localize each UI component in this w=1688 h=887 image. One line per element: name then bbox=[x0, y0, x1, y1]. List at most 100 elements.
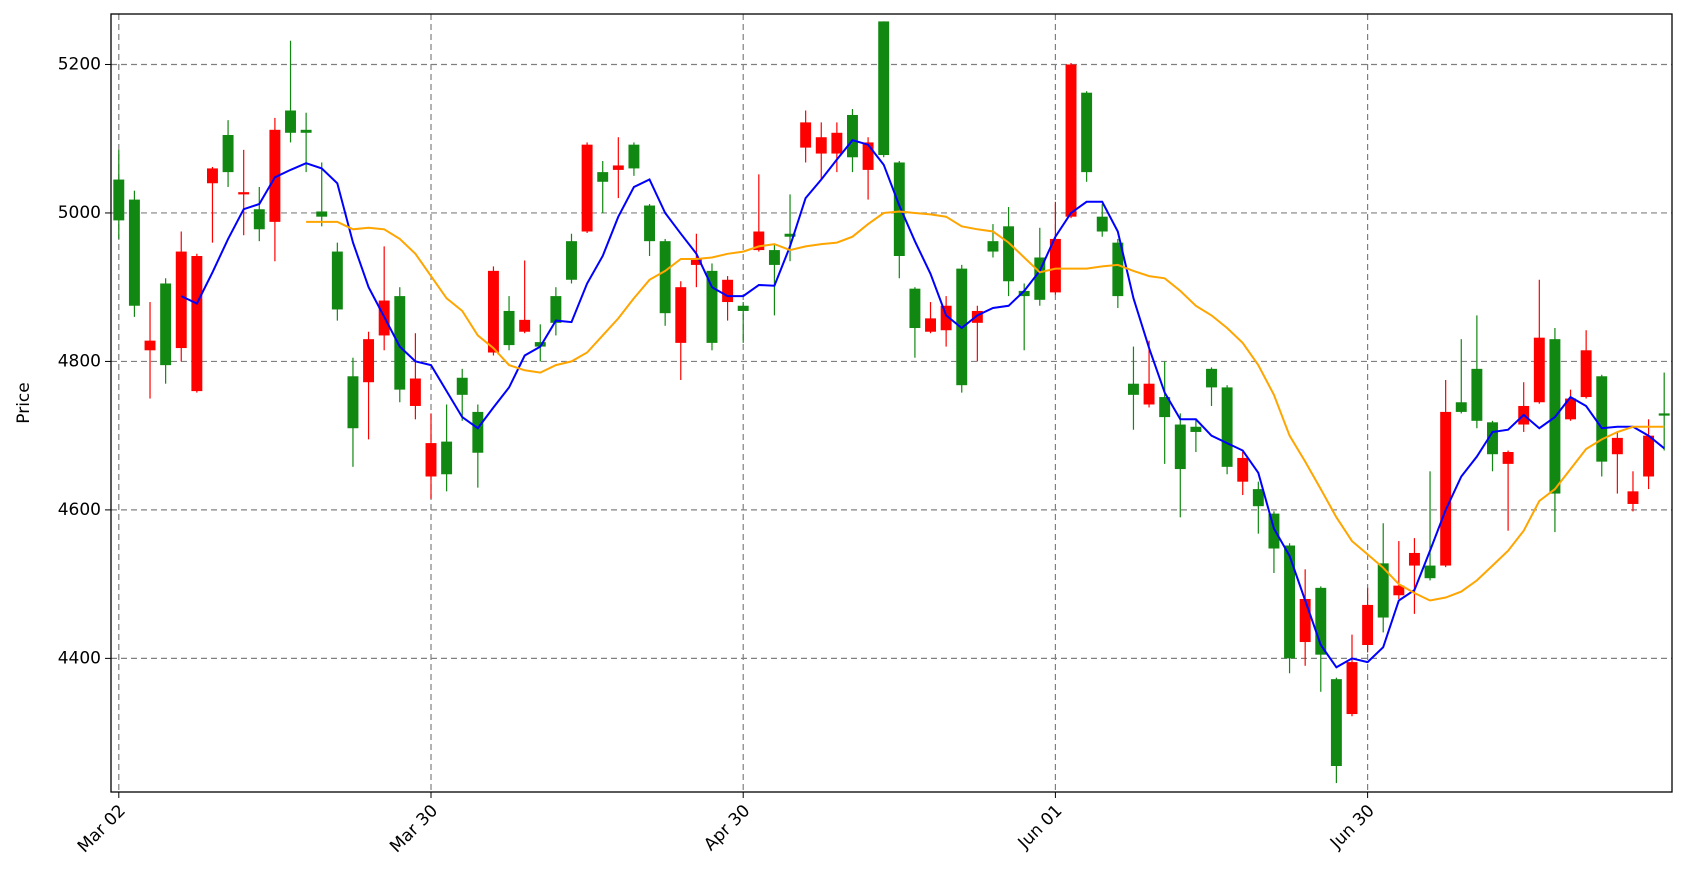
candle-body bbox=[1018, 290, 1030, 297]
candle-body bbox=[409, 378, 421, 406]
candle-body bbox=[347, 376, 359, 429]
y-tick-label: 5200 bbox=[58, 54, 101, 74]
candle-body bbox=[1127, 383, 1139, 395]
candle-body bbox=[628, 144, 640, 169]
moving-average-line bbox=[180, 139, 1665, 669]
candle-body bbox=[285, 110, 296, 133]
candle-body bbox=[1159, 397, 1171, 418]
candle-body bbox=[113, 179, 125, 221]
candle-body bbox=[1096, 216, 1108, 232]
candle-body bbox=[831, 132, 843, 154]
candle-body bbox=[253, 209, 265, 230]
candle-body bbox=[1408, 552, 1420, 566]
candle-body bbox=[800, 122, 812, 148]
candle-body bbox=[1190, 426, 1202, 432]
candle-body bbox=[331, 251, 343, 310]
candle-body bbox=[1487, 422, 1498, 455]
candle-body bbox=[1034, 257, 1046, 300]
candle-body bbox=[207, 168, 218, 184]
candle-body bbox=[1143, 383, 1155, 405]
candle-body bbox=[1330, 679, 1342, 767]
candle-body bbox=[238, 192, 250, 195]
candle-body bbox=[690, 258, 702, 265]
candle-body bbox=[1565, 398, 1576, 420]
candle-body bbox=[644, 205, 656, 242]
candle-body bbox=[940, 305, 952, 331]
candle-body bbox=[581, 144, 593, 232]
candle-body bbox=[862, 142, 874, 170]
candle-body bbox=[144, 340, 156, 351]
candle-body bbox=[534, 342, 546, 347]
candle-body bbox=[441, 441, 453, 475]
candle-body bbox=[612, 165, 624, 170]
candle-body bbox=[1206, 368, 1217, 388]
candle-body bbox=[1580, 350, 1592, 398]
candle-body bbox=[1346, 662, 1358, 715]
candle-body bbox=[1049, 238, 1061, 293]
candle-body bbox=[566, 241, 577, 280]
candle-body bbox=[160, 283, 172, 366]
candle-body bbox=[316, 211, 328, 217]
candle-body bbox=[1174, 424, 1186, 470]
candle-body bbox=[1596, 376, 1608, 462]
candle-body bbox=[1424, 565, 1436, 579]
candle-body bbox=[971, 310, 983, 323]
candle-body bbox=[300, 129, 312, 133]
candle-body bbox=[1252, 489, 1264, 507]
candle-body bbox=[1393, 585, 1405, 596]
candle-body bbox=[987, 241, 999, 252]
candle-body bbox=[1284, 545, 1296, 659]
candle-body bbox=[925, 318, 936, 332]
candle-body bbox=[847, 114, 858, 158]
candle-body bbox=[1237, 457, 1249, 482]
y-tick-label: 4600 bbox=[58, 500, 101, 520]
candle-body bbox=[503, 310, 515, 346]
candle-body bbox=[706, 270, 718, 343]
candle-body bbox=[768, 250, 780, 265]
candle-body bbox=[675, 287, 687, 343]
y-tick-label: 5000 bbox=[58, 203, 101, 223]
candle-body bbox=[815, 137, 827, 154]
candle-body bbox=[722, 279, 734, 303]
candle-body bbox=[1315, 587, 1327, 655]
candle-body bbox=[1081, 92, 1093, 173]
candle-body bbox=[1362, 604, 1374, 646]
candle-body bbox=[1440, 411, 1452, 566]
candle-body bbox=[753, 231, 765, 251]
y-tick-label: 4800 bbox=[58, 351, 101, 371]
candle-body bbox=[425, 443, 437, 477]
candle-body bbox=[519, 319, 531, 332]
candle-body bbox=[1611, 437, 1623, 455]
candle-body bbox=[1299, 598, 1311, 643]
candle-body bbox=[222, 135, 234, 173]
candle-body bbox=[394, 296, 406, 390]
candle-body bbox=[1658, 413, 1670, 416]
y-axis-label: Price bbox=[14, 382, 34, 423]
candle-body bbox=[363, 339, 375, 383]
candle-body bbox=[909, 288, 921, 329]
candle-body bbox=[472, 411, 484, 453]
candle-body bbox=[784, 233, 796, 237]
candle-body bbox=[1003, 226, 1015, 282]
candle-body bbox=[175, 251, 187, 349]
candle-body bbox=[1377, 563, 1389, 618]
candle-body bbox=[659, 241, 671, 314]
candle-body bbox=[456, 377, 468, 395]
candle-body bbox=[893, 162, 905, 257]
moving-average-line bbox=[306, 210, 1665, 602]
candle-body bbox=[1455, 402, 1467, 412]
candle-body bbox=[1471, 368, 1483, 421]
candle-body bbox=[191, 256, 203, 392]
candle-body bbox=[487, 270, 499, 353]
candle-body bbox=[269, 129, 281, 222]
candle-body bbox=[1221, 387, 1233, 467]
candle-body bbox=[1533, 337, 1545, 403]
candle-body bbox=[128, 199, 140, 306]
candle-body bbox=[737, 305, 749, 311]
candle-body bbox=[597, 172, 609, 182]
candle-body bbox=[1268, 513, 1280, 549]
candle-body bbox=[1627, 491, 1639, 504]
candle-body bbox=[1065, 64, 1077, 217]
